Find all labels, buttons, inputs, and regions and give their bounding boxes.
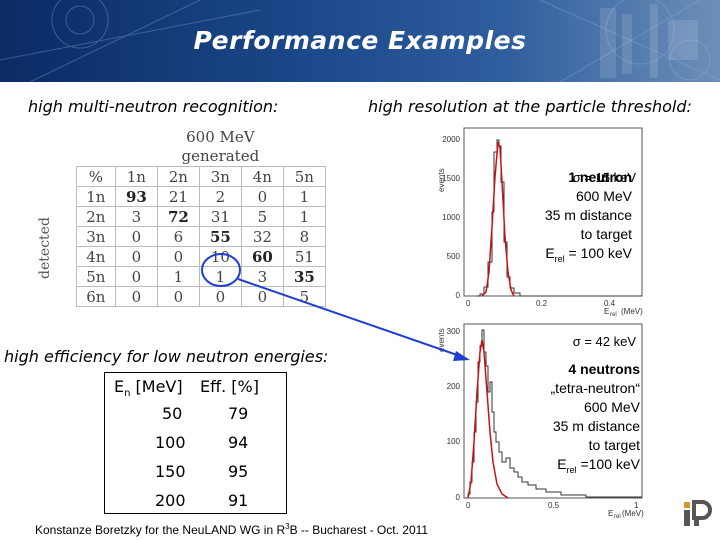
multiplicity-matrix: 600 MeV generated % 1n 2n 3n 4n 5n detec… bbox=[14, 128, 326, 307]
matrix-cell: 93 bbox=[114, 186, 158, 207]
xtick: 0.2 bbox=[536, 299, 548, 308]
efficiency-value: 95 bbox=[228, 462, 249, 481]
xtick: 0 bbox=[466, 299, 471, 308]
highlight-arrow-line bbox=[237, 278, 461, 357]
sigma-label: σ = 15 keV bbox=[573, 170, 637, 185]
xunit: (MeV) bbox=[622, 509, 644, 518]
xlabel-main: E bbox=[608, 509, 613, 518]
ytick: 1500 bbox=[442, 174, 460, 183]
ytick: 1000 bbox=[442, 213, 460, 222]
resolution-heading: high resolution at the particle threshol… bbox=[368, 97, 692, 116]
header-decoration bbox=[0, 0, 720, 82]
row-header: 2n bbox=[75, 206, 116, 227]
efficiency-col-energy: En [MeV] bbox=[114, 377, 183, 400]
col-header: 1n bbox=[114, 166, 158, 187]
ytick: 2000 bbox=[442, 135, 460, 144]
row-header: 6n bbox=[75, 286, 116, 307]
efficiency-value: 79 bbox=[228, 404, 249, 423]
efficiency-value: 91 bbox=[228, 491, 249, 510]
institute-logo-icon bbox=[684, 500, 712, 526]
efficiency-energy: 150 bbox=[155, 462, 186, 481]
efficiency-energy: 100 bbox=[155, 433, 186, 452]
xlabel-sub: rel bbox=[614, 514, 621, 520]
efficiency-energy: 50 bbox=[162, 404, 183, 423]
xtick: 0.5 bbox=[548, 501, 560, 510]
matrix-cell: 51 bbox=[282, 246, 326, 267]
ytick: 300 bbox=[447, 327, 461, 336]
highlight-circle bbox=[201, 253, 241, 287]
efficiency-value: 94 bbox=[228, 433, 249, 452]
matrix-cell: 72 bbox=[156, 206, 200, 227]
multi-neutron-heading: high multi-neutron recognition: bbox=[28, 97, 279, 116]
matrix-energy: 600 MeV bbox=[186, 128, 255, 146]
efficiency-col-eff: Eff. [%] bbox=[200, 377, 259, 396]
xlabel-sub: rel bbox=[610, 312, 617, 318]
ytick: 0 bbox=[456, 493, 461, 502]
ytick: 500 bbox=[447, 252, 461, 261]
ytick: 100 bbox=[447, 437, 461, 446]
row-header: 1n bbox=[75, 186, 116, 207]
ylabel: events bbox=[437, 168, 446, 192]
xtick: 0.4 bbox=[604, 299, 616, 308]
matrix-generated-label: generated bbox=[181, 147, 260, 165]
xtick: 0 bbox=[466, 501, 471, 510]
efficiency-heading: high efficiency for low neutron energies… bbox=[4, 347, 329, 366]
matrix-cell: 0 bbox=[198, 286, 242, 307]
col-header: 5n bbox=[282, 166, 326, 187]
plot2-annotation: 4 neutrons „tetra-neutron“ 600 MeV 35 m … bbox=[550, 361, 640, 475]
histogram-4n bbox=[466, 329, 642, 499]
slide-title: Performance Examples bbox=[193, 26, 527, 55]
ytick: 200 bbox=[447, 382, 461, 391]
row-header: 3n bbox=[75, 226, 116, 247]
matrix-cell: 10 bbox=[198, 246, 242, 267]
efficiency-energy: 200 bbox=[155, 491, 186, 510]
slide-header: Performance Examples bbox=[0, 0, 720, 82]
ytick: 0 bbox=[456, 291, 461, 300]
xunit: (MeV) bbox=[621, 307, 643, 316]
fit-curve-1n bbox=[481, 141, 515, 297]
xlabel-main: E bbox=[604, 307, 609, 316]
footer-credit: Konstanze Boretzky for the NeuLAND WG in… bbox=[35, 522, 429, 537]
col-header: 2n bbox=[156, 166, 200, 187]
row-header: 5n bbox=[75, 266, 116, 287]
efficiency-table bbox=[104, 372, 287, 514]
matrix-cell: 32 bbox=[240, 226, 284, 247]
fit-curve-4n bbox=[467, 339, 509, 499]
xtick: 1 bbox=[634, 501, 639, 510]
matrix-cell-highlighted: 60 bbox=[240, 246, 284, 267]
plot1-annotation: 1 neutron 600 MeV 35 m distance to targe… bbox=[544, 169, 632, 264]
matrix-cell: 5 bbox=[282, 286, 326, 307]
spectrum-plot-4n: 300 200 100 0 0 0.5 1 events E rel (MeV)… bbox=[436, 322, 650, 520]
ylabel: events bbox=[437, 328, 446, 352]
matrix-cell: 31 bbox=[198, 206, 242, 227]
spectrum-plot-1n: 2000 1500 1000 500 0 0 0.2 0.4 events E … bbox=[436, 122, 650, 318]
plot-frame bbox=[463, 323, 643, 499]
sigma-label: σ = 42 keV bbox=[573, 334, 637, 349]
arrow-head-icon bbox=[453, 351, 470, 361]
